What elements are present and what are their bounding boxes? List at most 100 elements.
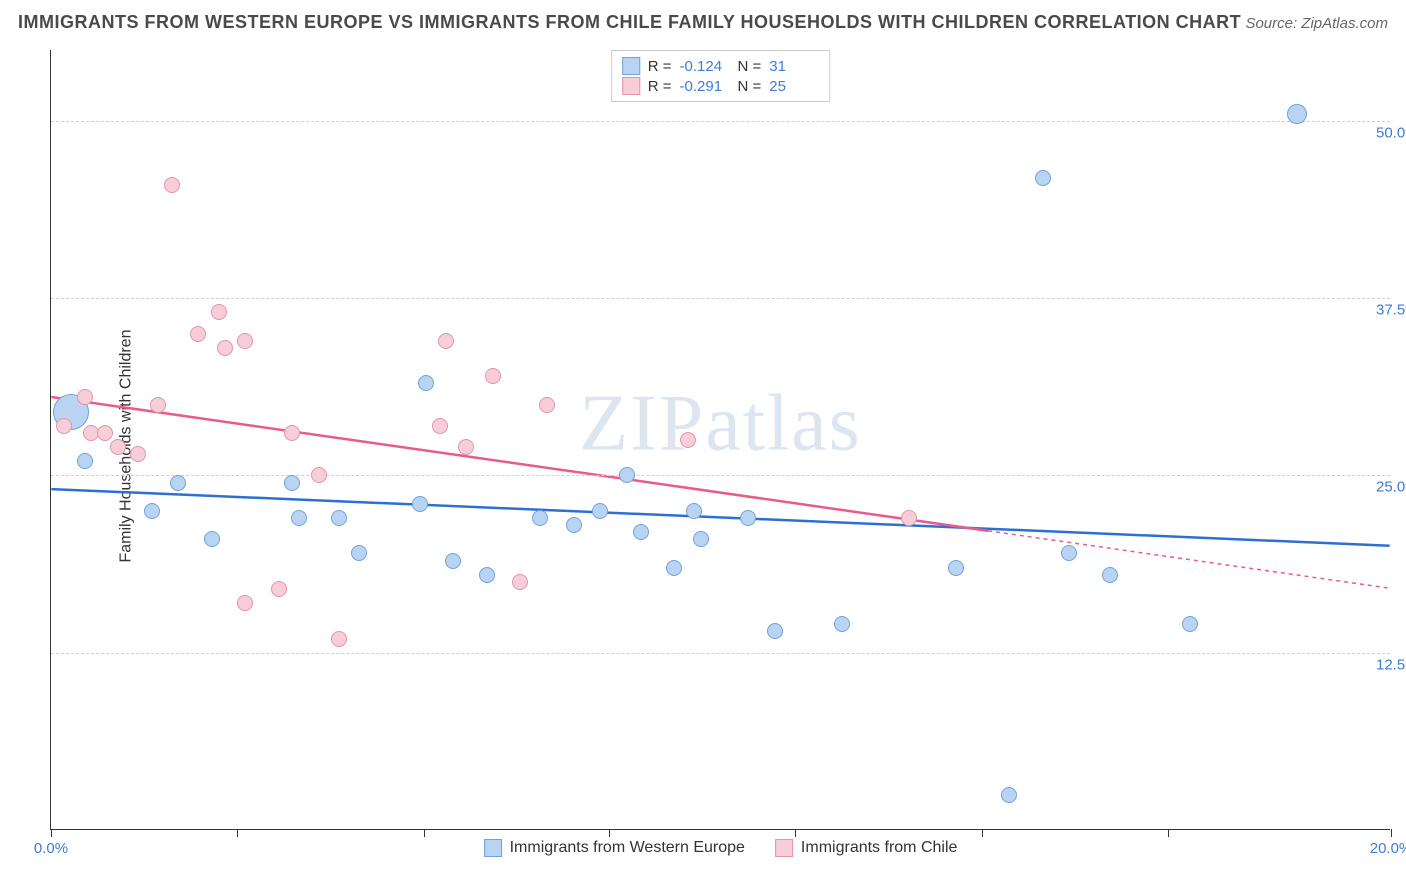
n-label: N = (738, 58, 762, 75)
scatter-point-western_europe (566, 517, 582, 533)
scatter-point-western_europe (633, 524, 649, 540)
gridline-h (51, 298, 1390, 299)
x-tick (1391, 829, 1392, 837)
x-tick (795, 829, 796, 837)
scatter-point-western_europe (291, 510, 307, 526)
scatter-point-chile (237, 595, 253, 611)
x-tick (982, 829, 983, 837)
scatter-point-western_europe (418, 375, 434, 391)
scatter-point-chile (432, 418, 448, 434)
legend-swatch (775, 839, 793, 857)
trend-lines (51, 50, 1390, 829)
scatter-point-western_europe (351, 545, 367, 561)
trend-line-dashed-chile (988, 531, 1389, 588)
scatter-point-chile (211, 304, 227, 320)
legend-label: Immigrants from Chile (801, 839, 957, 857)
scatter-point-chile (512, 574, 528, 590)
legend-label: Immigrants from Western Europe (510, 839, 745, 857)
plot-area: ZIPatlas R =-0.124N =31R =-0.291N =25 Im… (50, 50, 1390, 830)
scatter-point-chile (485, 368, 501, 384)
r-label: R = (648, 78, 672, 95)
scatter-point-chile (130, 446, 146, 462)
scatter-point-western_europe (767, 623, 783, 639)
scatter-point-western_europe (1035, 170, 1051, 186)
scatter-point-western_europe (1287, 104, 1307, 124)
scatter-point-western_europe (1102, 567, 1118, 583)
scatter-point-chile (311, 467, 327, 483)
scatter-point-western_europe (77, 453, 93, 469)
scatter-point-chile (458, 439, 474, 455)
scatter-point-western_europe (1061, 545, 1077, 561)
y-tick-label: 12.5% (1376, 656, 1406, 673)
title-bar: IMMIGRANTS FROM WESTERN EUROPE VS IMMIGR… (18, 12, 1388, 33)
scatter-point-chile (539, 397, 555, 413)
r-value: -0.291 (680, 78, 730, 95)
legend-item-western_europe: Immigrants from Western Europe (484, 839, 745, 857)
scatter-point-chile (237, 333, 253, 349)
y-tick-label: 50.0% (1376, 124, 1406, 141)
gridline-h (51, 475, 1390, 476)
watermark: ZIPatlas (579, 378, 862, 469)
legend-swatch (622, 77, 640, 95)
x-tick (609, 829, 610, 837)
x-tick (237, 829, 238, 837)
scatter-point-chile (150, 397, 166, 413)
chart-title: IMMIGRANTS FROM WESTERN EUROPE VS IMMIGR… (18, 12, 1241, 33)
scatter-point-chile (284, 425, 300, 441)
scatter-point-western_europe (170, 475, 186, 491)
scatter-point-chile (77, 389, 93, 405)
scatter-point-western_europe (479, 567, 495, 583)
scatter-point-chile (110, 439, 126, 455)
scatter-point-western_europe (619, 467, 635, 483)
scatter-point-chile (164, 177, 180, 193)
scatter-point-chile (190, 326, 206, 342)
x-tick (51, 829, 52, 837)
source-label: Source: ZipAtlas.com (1245, 15, 1388, 32)
x-tick-label: 20.0% (1370, 840, 1406, 857)
scatter-point-western_europe (144, 503, 160, 519)
scatter-point-western_europe (686, 503, 702, 519)
scatter-point-chile (217, 340, 233, 356)
trend-line-chile (51, 397, 988, 531)
n-value: 31 (769, 58, 819, 75)
scatter-point-western_europe (666, 560, 682, 576)
y-tick-label: 25.0% (1376, 479, 1406, 496)
legend-stats-box: R =-0.124N =31R =-0.291N =25 (611, 50, 831, 102)
scatter-point-chile (331, 631, 347, 647)
x-tick (1168, 829, 1169, 837)
legend-item-chile: Immigrants from Chile (775, 839, 957, 857)
r-label: R = (648, 58, 672, 75)
scatter-point-western_europe (740, 510, 756, 526)
y-tick-label: 37.5% (1376, 302, 1406, 319)
scatter-point-chile (271, 581, 287, 597)
scatter-point-chile (901, 510, 917, 526)
scatter-point-western_europe (412, 496, 428, 512)
x-tick (424, 829, 425, 837)
n-value: 25 (769, 78, 819, 95)
scatter-point-chile (56, 418, 72, 434)
r-value: -0.124 (680, 58, 730, 75)
scatter-point-western_europe (284, 475, 300, 491)
scatter-point-chile (438, 333, 454, 349)
scatter-point-chile (680, 432, 696, 448)
scatter-point-western_europe (592, 503, 608, 519)
scatter-point-western_europe (693, 531, 709, 547)
scatter-point-chile (97, 425, 113, 441)
scatter-point-western_europe (331, 510, 347, 526)
scatter-point-western_europe (204, 531, 220, 547)
trend-line-western_europe (51, 489, 1389, 546)
legend-series: Immigrants from Western Europe Immigrants… (484, 839, 958, 857)
gridline-h (51, 121, 1390, 122)
gridline-h (51, 653, 1390, 654)
scatter-point-western_europe (1001, 787, 1017, 803)
scatter-point-western_europe (834, 616, 850, 632)
legend-swatch (622, 57, 640, 75)
scatter-point-western_europe (948, 560, 964, 576)
legend-stats-row-chile: R =-0.291N =25 (622, 77, 820, 95)
scatter-point-western_europe (1182, 616, 1198, 632)
scatter-point-western_europe (445, 553, 461, 569)
scatter-point-western_europe (532, 510, 548, 526)
x-tick-label: 0.0% (34, 840, 68, 857)
legend-stats-row-western_europe: R = -0.124 N = 31 (622, 57, 820, 75)
legend-swatch (484, 839, 502, 857)
